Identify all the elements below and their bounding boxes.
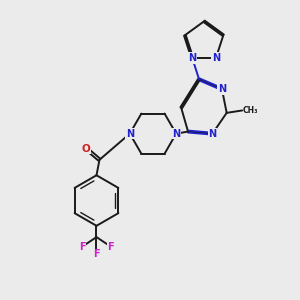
Text: O: O [82,143,91,154]
Text: N: N [126,129,134,139]
Text: CH₃: CH₃ [243,106,258,115]
Text: F: F [93,249,100,259]
Text: N: N [212,53,220,63]
Text: N: N [188,53,196,63]
Text: F: F [79,242,86,252]
Text: N: N [218,84,226,94]
Text: N: N [208,129,217,139]
Text: F: F [107,242,114,252]
Text: N: N [172,129,180,139]
